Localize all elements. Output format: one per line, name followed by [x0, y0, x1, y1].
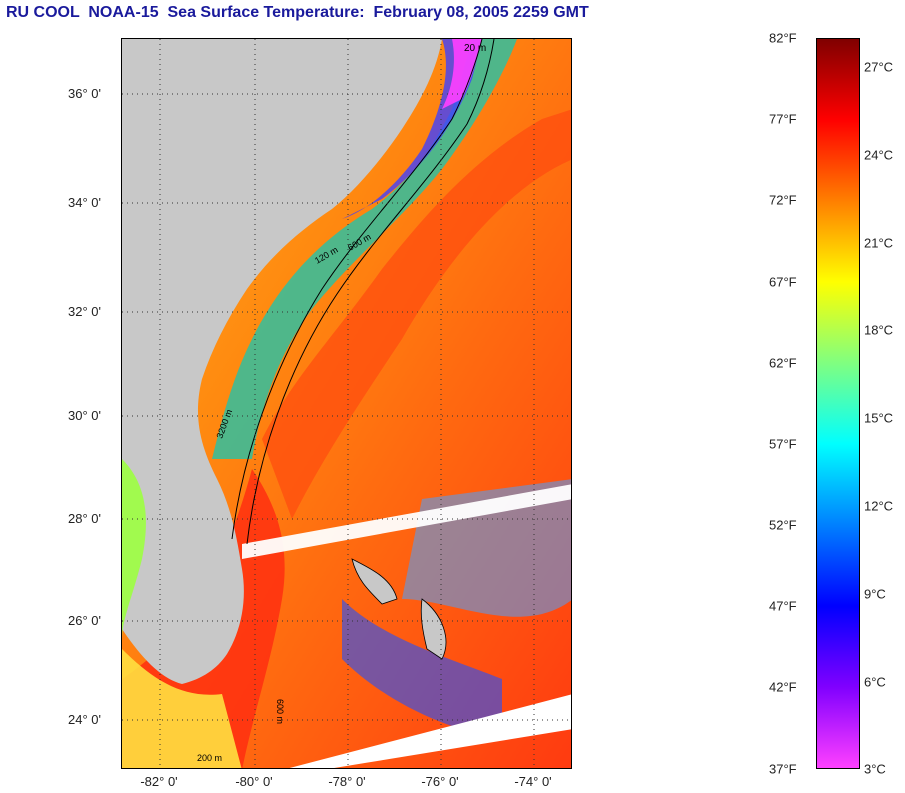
celsius-label: 21°C — [864, 235, 894, 251]
page-title: RU COOL NOAA-15 Sea Surface Temperature:… — [6, 4, 589, 21]
fahrenheit-label: 72°F — [769, 192, 797, 208]
isobath-label: 600 m — [275, 699, 285, 724]
celsius-label: 3°C — [864, 761, 886, 777]
fahrenheit-label: 82°F — [769, 30, 797, 46]
lon-label: -76° 0' — [421, 774, 459, 789]
fahrenheit-label: 77°F — [769, 111, 797, 127]
isobath-label: 200 m — [197, 753, 222, 763]
graticule — [122, 39, 571, 768]
cloud-streak — [242, 484, 571, 559]
celsius-label: 6°C — [864, 674, 886, 690]
fahrenheit-label: 52°F — [769, 517, 797, 533]
lat-label: 36° 0' — [68, 86, 101, 101]
celsius-label: 24°C — [864, 147, 894, 163]
celsius-label: 27°C — [864, 59, 894, 75]
sst-map-graphic: 20 m 120 m 600 m 600 m 3200 m 200 m — [122, 39, 571, 768]
celsius-label: 18°C — [864, 322, 894, 338]
isobath-line-deep — [246, 39, 495, 545]
fahrenheit-label: 42°F — [769, 679, 797, 695]
lat-label: 34° 0' — [68, 195, 101, 210]
fahrenheit-label: 47°F — [769, 598, 797, 614]
lon-label: -82° 0' — [140, 774, 178, 789]
celsius-label: 9°C — [864, 586, 886, 602]
land-mainland — [122, 39, 442, 684]
lat-label: 26° 0' — [68, 613, 101, 628]
gulf-coast-water — [122, 459, 146, 639]
isobath-line — [231, 39, 483, 540]
coldest-water — [442, 39, 482, 109]
gulf-water — [122, 649, 242, 768]
lon-label: -78° 0' — [328, 774, 366, 789]
fahrenheit-label: 37°F — [769, 761, 797, 777]
lat-label: 24° 0' — [68, 712, 101, 727]
bahamas-island — [420, 598, 447, 660]
celsius-label: 15°C — [864, 410, 894, 426]
fahrenheit-label: 57°F — [769, 436, 797, 452]
fahrenheit-label: 62°F — [769, 355, 797, 371]
color-scale-bar — [816, 38, 860, 769]
cool-patch-bahamas — [342, 599, 502, 739]
lat-label: 32° 0' — [68, 304, 101, 319]
lat-label: 28° 0' — [68, 511, 101, 526]
sst-map: 20 m 120 m 600 m 600 m 3200 m 200 m — [121, 38, 572, 769]
gulf-stream-core — [262, 109, 571, 519]
isobath-label: 20 m — [464, 43, 486, 54]
fahrenheit-label: 67°F — [769, 274, 797, 290]
lon-label: -80° 0' — [235, 774, 273, 789]
data-gap-swath — [289, 694, 571, 768]
cold-shelf-water — [342, 39, 482, 219]
celsius-label: 12°C — [864, 498, 894, 514]
lat-label: 30° 0' — [68, 408, 101, 423]
lon-label: -74° 0' — [514, 774, 552, 789]
bahamas-island — [351, 558, 398, 605]
